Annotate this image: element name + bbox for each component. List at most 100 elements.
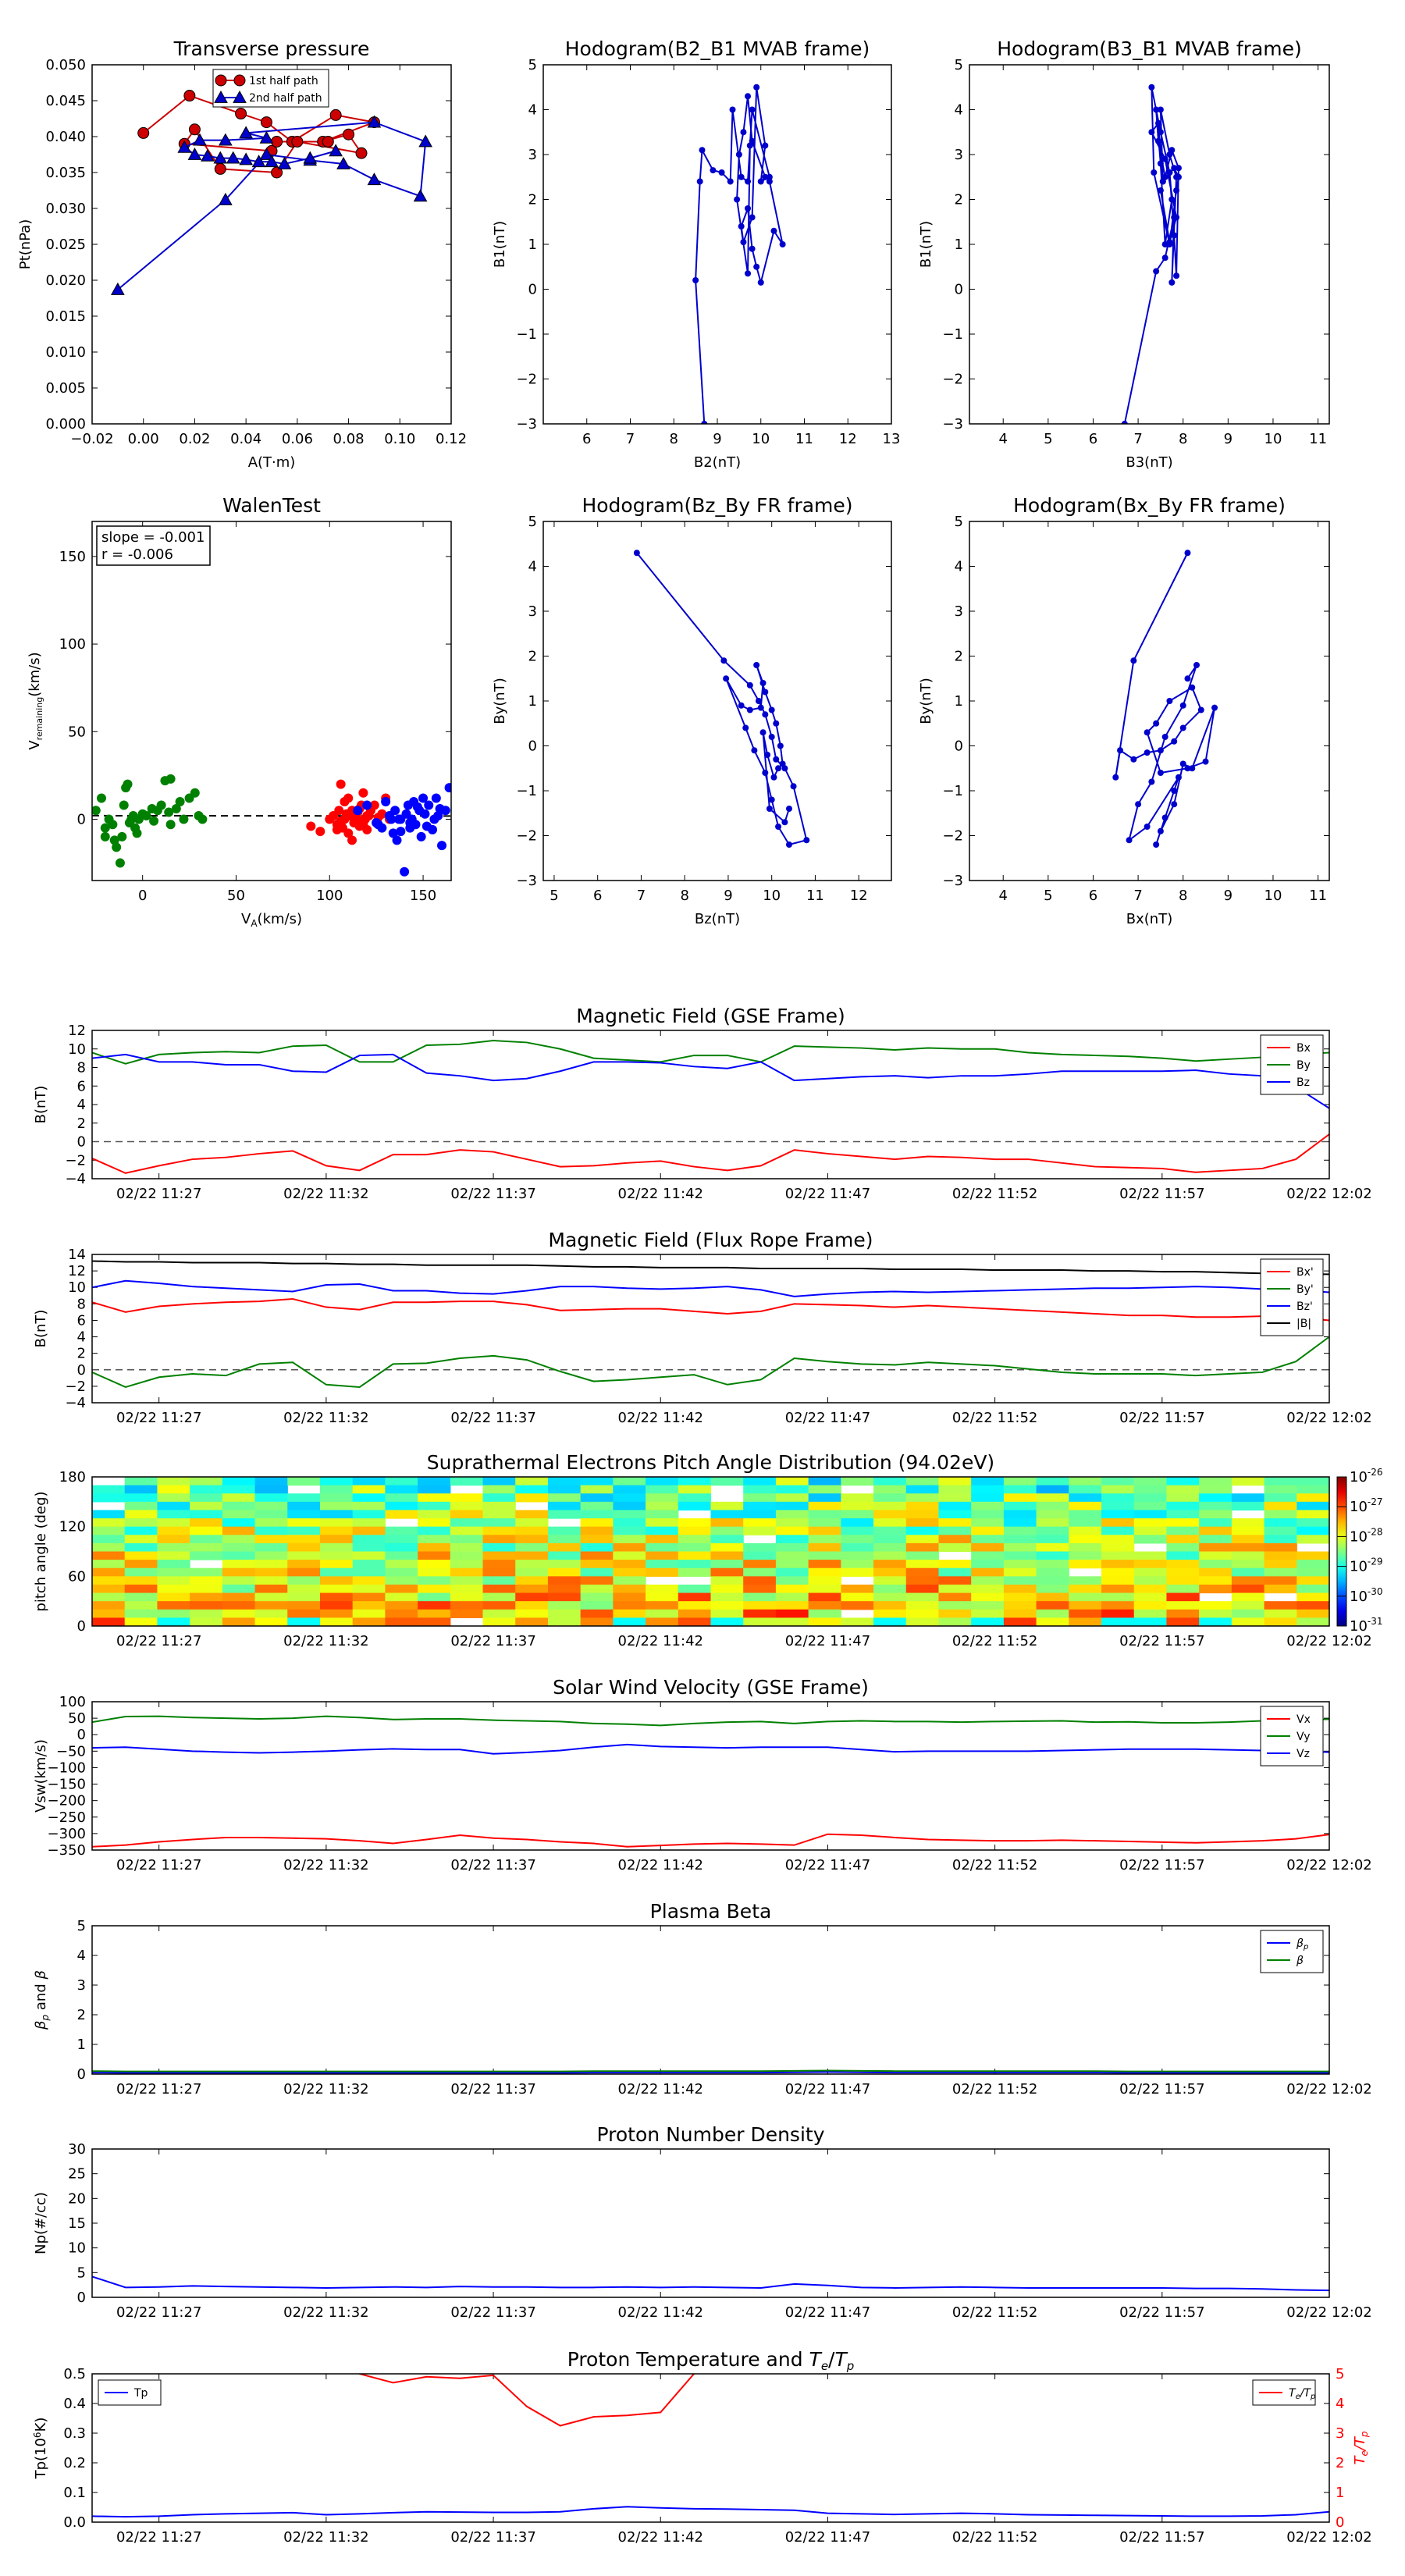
b_fr-title: Magnetic Field (Flux Rope Frame) xyxy=(548,1229,873,1251)
pad-cell-14-12 xyxy=(547,1576,582,1585)
pad-cell-5-1 xyxy=(254,1485,288,1494)
h31-point-20 xyxy=(1168,147,1176,154)
pad-cell-22-16 xyxy=(808,1609,841,1618)
pt-point-0-17 xyxy=(322,135,334,148)
pad-cell-1-1 xyxy=(124,1485,158,1494)
b_fr-ytick-label-9: 14 xyxy=(68,1247,86,1263)
hxy-xtick-label-6: 10 xyxy=(1264,888,1282,904)
pad-cell-14-1 xyxy=(547,1485,582,1494)
pad-cell-4-10 xyxy=(222,1560,256,1569)
pad-cell-32-13 xyxy=(1133,1584,1168,1594)
pad-cell-17-4 xyxy=(646,1510,679,1519)
pad-cell-21-15 xyxy=(775,1601,809,1610)
pad-cell-18-14 xyxy=(678,1592,712,1602)
pad-cell-7-10 xyxy=(319,1560,354,1569)
pad-cell-29-9 xyxy=(1036,1551,1069,1560)
b_fr-xtick-label-6: 02/22 11:57 xyxy=(1119,1410,1204,1426)
pad-cell-28-13 xyxy=(1003,1584,1037,1594)
pad-cell-7-8 xyxy=(319,1542,354,1553)
panel-h31: Hodogram(B3_B1 MVAB frame)4 5 6 7 8 9 10 11−3−2… xyxy=(918,37,1330,471)
pad-cell-26-4 xyxy=(938,1510,972,1519)
walen-point-2-21 xyxy=(428,824,438,834)
pad-cell-35-6 xyxy=(1231,1526,1265,1535)
pad-cell-35-10 xyxy=(1231,1560,1265,1569)
pt-point-1-19 xyxy=(251,155,266,168)
pt-point-1-17 xyxy=(226,151,240,164)
h21-point-30 xyxy=(734,196,741,203)
pad-cell-21-12 xyxy=(775,1576,809,1585)
pad-cell-17-3 xyxy=(646,1501,679,1511)
pad-cell-3-5 xyxy=(190,1518,223,1528)
tp-series-0-seg-0 xyxy=(92,2506,1329,2518)
h21-point-18 xyxy=(745,205,752,212)
hzy-point-17 xyxy=(738,702,745,709)
beta-ytick-label-3: 3 xyxy=(77,1977,86,1994)
hzy-point-26 xyxy=(779,760,786,767)
pad-cell-22-6 xyxy=(808,1526,841,1535)
pad-cell-11-16 xyxy=(450,1609,484,1618)
pad-cell-30-4 xyxy=(1069,1510,1102,1519)
pad-cell-15-5 xyxy=(580,1518,614,1528)
pad-cell-8-15 xyxy=(352,1601,386,1610)
pad-cell-36-3 xyxy=(1264,1501,1297,1511)
pad-cell-13-6 xyxy=(515,1526,549,1535)
pt-point-0-0 xyxy=(137,126,150,139)
walen-point-2-7 xyxy=(390,806,400,816)
pad-cell-9-3 xyxy=(385,1501,418,1511)
pad-cell-26-3 xyxy=(938,1501,972,1511)
walen-point-0-33 xyxy=(164,807,174,817)
pad-cell-14-4 xyxy=(547,1510,582,1519)
hxy-point-28 xyxy=(1135,801,1142,808)
b_fr-ylabel: B(nT) xyxy=(33,1310,49,1348)
h21-point-2 xyxy=(696,178,703,185)
pad-cell-31-14 xyxy=(1101,1592,1135,1602)
pad-cell-5-4 xyxy=(254,1510,288,1519)
pad-cell-31-8 xyxy=(1101,1542,1135,1553)
pad-cell-21-6 xyxy=(775,1526,809,1535)
pad-cell-29-12 xyxy=(1036,1576,1069,1585)
pad-cell-37-17 xyxy=(1297,1617,1329,1626)
pad-cell-2-9 xyxy=(157,1551,190,1560)
pad-cell-12-7 xyxy=(482,1535,516,1544)
hzy-point-9 xyxy=(803,837,810,844)
hzy-point-24 xyxy=(773,720,780,727)
pt-ytick-label-2: 0.010 xyxy=(45,344,86,361)
pad-cell-7-16 xyxy=(319,1609,354,1618)
pad-cell-24-2 xyxy=(873,1493,907,1503)
pad-cell-19-4 xyxy=(710,1510,744,1519)
b_gse-xtick-label-3: 02/22 11:42 xyxy=(618,1186,703,1202)
beta-title: Plasma Beta xyxy=(650,1900,772,1923)
h31-point-11 xyxy=(1173,187,1180,194)
hxy-point-9 xyxy=(1197,706,1204,713)
vsw-series-2-seg-0 xyxy=(92,1743,1329,1755)
vsw-ytick-label-3: −200 xyxy=(48,1793,86,1809)
hzy-ytick-label-5: 2 xyxy=(528,649,537,665)
pad-cell-3-4 xyxy=(190,1510,223,1519)
h31-ytick-label-6: 3 xyxy=(955,147,963,163)
pad-cell-30-3 xyxy=(1069,1501,1102,1511)
pad-cell-34-11 xyxy=(1199,1567,1232,1577)
pad-cell-11-3 xyxy=(450,1501,484,1511)
pad-cell-1-11 xyxy=(124,1567,158,1577)
pt-plot-frame xyxy=(91,64,452,425)
pad-cell-27-5 xyxy=(971,1518,1005,1528)
pad-cell-34-10 xyxy=(1199,1560,1232,1569)
pt-point-0-9 xyxy=(355,147,368,159)
h31-ytick-label-8: 5 xyxy=(955,57,963,73)
vsw-ytick-label-2: −250 xyxy=(48,1809,86,1826)
pt-ytick-label-4: 0.020 xyxy=(45,272,86,289)
pad-cell-20-2 xyxy=(743,1493,777,1503)
tp-y2tick-label-5: 5 xyxy=(1336,2366,1344,2382)
pad-cell-25-4 xyxy=(905,1510,940,1519)
pad-cell-19-5 xyxy=(710,1518,744,1528)
np-xtick-label-5: 02/22 11:52 xyxy=(952,2304,1037,2321)
pad-cell-27-13 xyxy=(971,1584,1005,1594)
h31-xlabel: B3(nT) xyxy=(1126,454,1172,471)
pad-cell-4-6 xyxy=(222,1526,256,1535)
hxy-ytick-label-1: −2 xyxy=(942,828,963,845)
pad-cell-28-15 xyxy=(1003,1601,1037,1610)
hxy-point-4 xyxy=(1130,756,1137,763)
hxy-xtick-label-1: 5 xyxy=(1044,888,1052,904)
walen-point-2-20 xyxy=(424,800,434,810)
h21-ytick-label-4: 1 xyxy=(528,237,537,253)
